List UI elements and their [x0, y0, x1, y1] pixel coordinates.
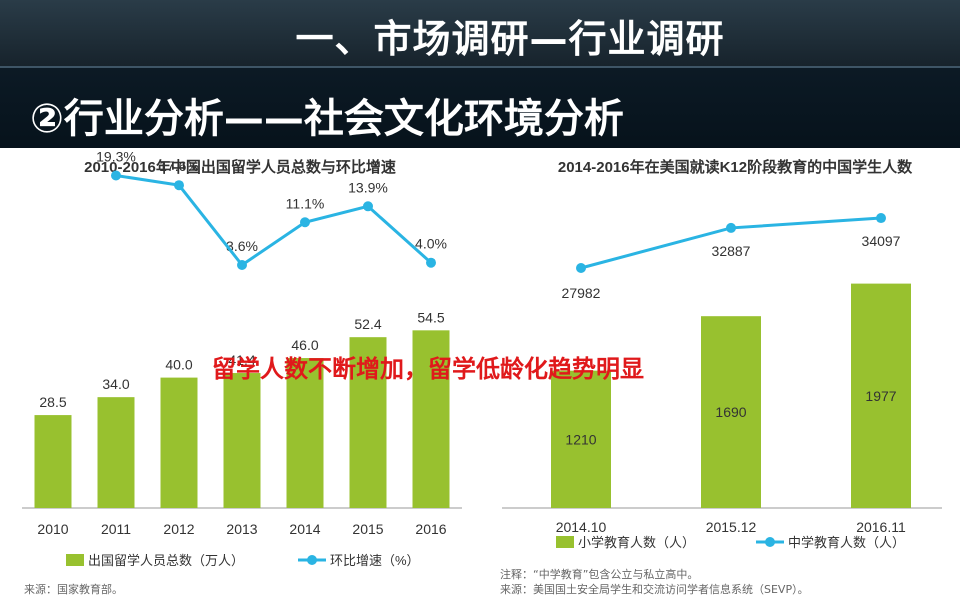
line-point-2: [237, 260, 247, 270]
bar-label-2015: 52.4: [354, 316, 381, 332]
line-label-2016.11: 34097: [862, 233, 901, 249]
content-area: 2010-2016年中国出国留学人员总数与环比增速 28.5 2010 34.0 201…: [0, 148, 960, 600]
x-tick-2014: 2014: [289, 521, 320, 537]
bar-label-2010: 28.5: [39, 394, 66, 410]
legend-bar-swatch: [556, 536, 574, 548]
line-label-2011: 19.3%: [96, 149, 136, 165]
bar-2012: [160, 377, 198, 508]
bar-label-2012: 40.0: [165, 357, 192, 373]
bar-label-2013: 41.4: [228, 352, 255, 368]
line-label-2015: 13.9%: [348, 179, 388, 195]
line-label-2014.10: 27982: [562, 285, 601, 301]
x-tick-2012: 2012: [163, 521, 194, 537]
bar-2014: [286, 358, 324, 508]
legend-bar-swatch: [66, 554, 84, 566]
legend-line-label: 环比增速（%）: [330, 553, 420, 568]
x-tick-2010: 2010: [37, 521, 68, 537]
bar-2014.10: [551, 370, 611, 508]
chart2-source: 来源：美国国土安全局学生和交流访问学者信息系统（SEVP）。: [500, 583, 809, 596]
chart-title: 2010-2016年中国出国留学人员总数与环比增速: [84, 158, 396, 176]
bar-2016: [412, 330, 450, 508]
line-point-1: [174, 180, 184, 191]
legend-line-marker: [307, 555, 317, 565]
legend-bar-label: 小学教育人数（人）: [578, 535, 695, 550]
legend-bar-label: 出国留学人员总数（万人）: [88, 553, 244, 568]
line-label-2015.12: 32887: [712, 243, 751, 259]
highlight-text: 留学人数不断增加，留学低龄化趋势明显: [212, 355, 644, 383]
subtitle-bar: ②行业分析——社会文化环境分析: [0, 66, 960, 150]
x-tick-2011: 2011: [101, 521, 131, 537]
chart-study-abroad-total: 2010-2016年中国出国留学人员总数与环比增速 28.5 2010 34.0 201…: [22, 149, 462, 568]
line-point-0: [111, 170, 121, 181]
line-point-2: [876, 213, 886, 224]
line-point-5: [426, 257, 436, 268]
x-tick-2016: 2016: [415, 521, 446, 537]
chart-title: 2014-2016年在美国就读K12阶段教育的中国学生人数: [558, 158, 913, 176]
line-label-2012: 17.6%: [159, 158, 199, 174]
bar-2013: [223, 373, 261, 508]
chart2-note: 注释：“中学教育”包含公立与私立高中。: [500, 568, 699, 581]
x-tick-2014.10: 2014.10: [556, 519, 607, 535]
x-tick-2015: 2015: [352, 521, 383, 537]
bar-2016.11: [851, 283, 911, 508]
series-line: [115, 174, 433, 268]
bar-label-2016: 54.5: [417, 309, 444, 325]
line-point-4: [363, 201, 373, 212]
line-point-3: [300, 217, 310, 228]
chart1-source: 来源：国家教育部。: [24, 583, 123, 596]
legend-line-label: 中学教育人数（人）: [788, 535, 905, 550]
line-label-2014: 11.1%: [286, 195, 325, 211]
line-point-0: [576, 263, 586, 273]
bar-2011: [97, 397, 135, 508]
line-label-2016: 4.0%: [415, 236, 447, 252]
bar-label-2014.10: 1210: [565, 431, 596, 447]
bar-label-2011: 34.0: [102, 376, 129, 392]
line-label-2013: 3.6%: [226, 238, 258, 254]
bar-label-2014: 46.0: [291, 337, 318, 353]
legend-line-marker: [765, 537, 775, 547]
bar-label-2015.12: 1690: [715, 404, 746, 420]
title-bar: 一、市场调研—行业调研: [0, 0, 960, 66]
x-tick-2015.12: 2015.12: [706, 519, 757, 535]
line-point-1: [726, 222, 736, 233]
chart-k12-students: 2014-2016年在美国就读K12阶段教育的中国学生人数 1210 2014.10…: [502, 158, 942, 550]
page-subtitle: ②行业分析——社会文化环境分析: [30, 96, 624, 142]
bar-2015.12: [701, 316, 761, 508]
bar-2010: [34, 415, 72, 508]
x-tick-2013: 2013: [226, 521, 257, 537]
bar-2015: [349, 337, 387, 508]
page-title: 一、市场调研—行业调研: [295, 17, 725, 61]
x-tick-2016.11: 2016.11: [856, 519, 906, 535]
bar-label-2016.11: 1977: [865, 388, 896, 404]
